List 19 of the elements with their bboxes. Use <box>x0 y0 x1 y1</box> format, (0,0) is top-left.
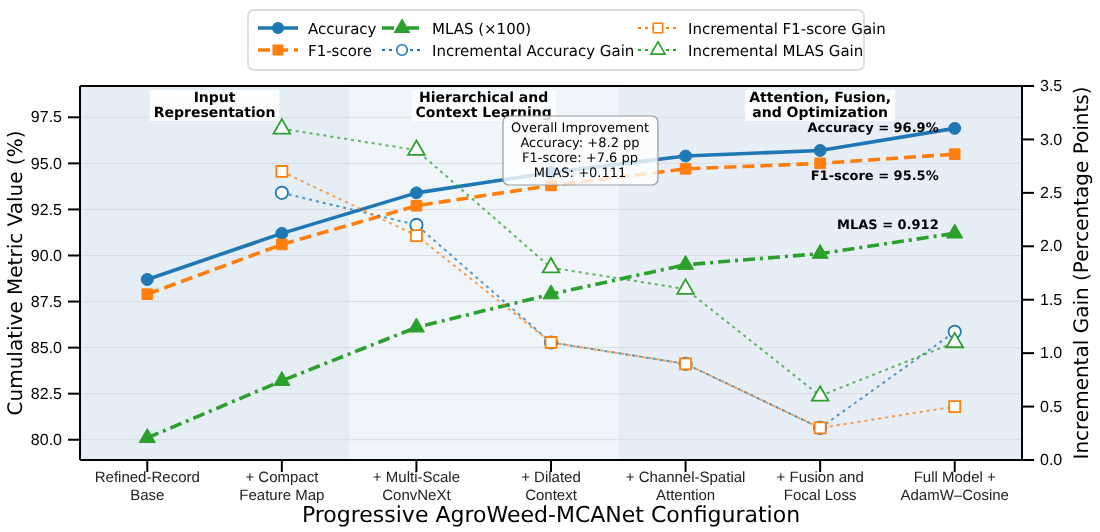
y-tick-label: 97.5 <box>30 108 64 127</box>
y-tick-label: 80.0 <box>30 430 64 449</box>
y2-tick-label: 3.0 <box>1040 130 1064 149</box>
y-tick-label: 90.0 <box>30 246 64 265</box>
x-axis-title: Progressive AgroWeed-MCANet Configuration <box>301 502 801 528</box>
y-tick-label: 92.5 <box>30 200 64 219</box>
y2-tick-label: 1.0 <box>1040 344 1064 363</box>
y2-axis-title: Incremental Gain (Percentage Points) <box>1072 86 1094 460</box>
y-axis-title: Cumulative Metric Value (%) <box>6 130 28 416</box>
y-tick-label: 82.5 <box>30 384 64 403</box>
y2-tick-label: 0.0 <box>1040 451 1064 470</box>
y2-tick-label: 2.5 <box>1040 183 1064 202</box>
y-tick-label: 87.5 <box>30 292 64 311</box>
y2-tick-label: 3.5 <box>1040 77 1064 96</box>
y-tick-label: 85.0 <box>30 338 64 357</box>
y-tick-label: 95.0 <box>30 154 64 173</box>
y2-tick-label: 0.5 <box>1040 397 1064 416</box>
y2-tick-label: 1.5 <box>1040 290 1064 309</box>
y2-tick-label: 2.0 <box>1040 237 1064 256</box>
